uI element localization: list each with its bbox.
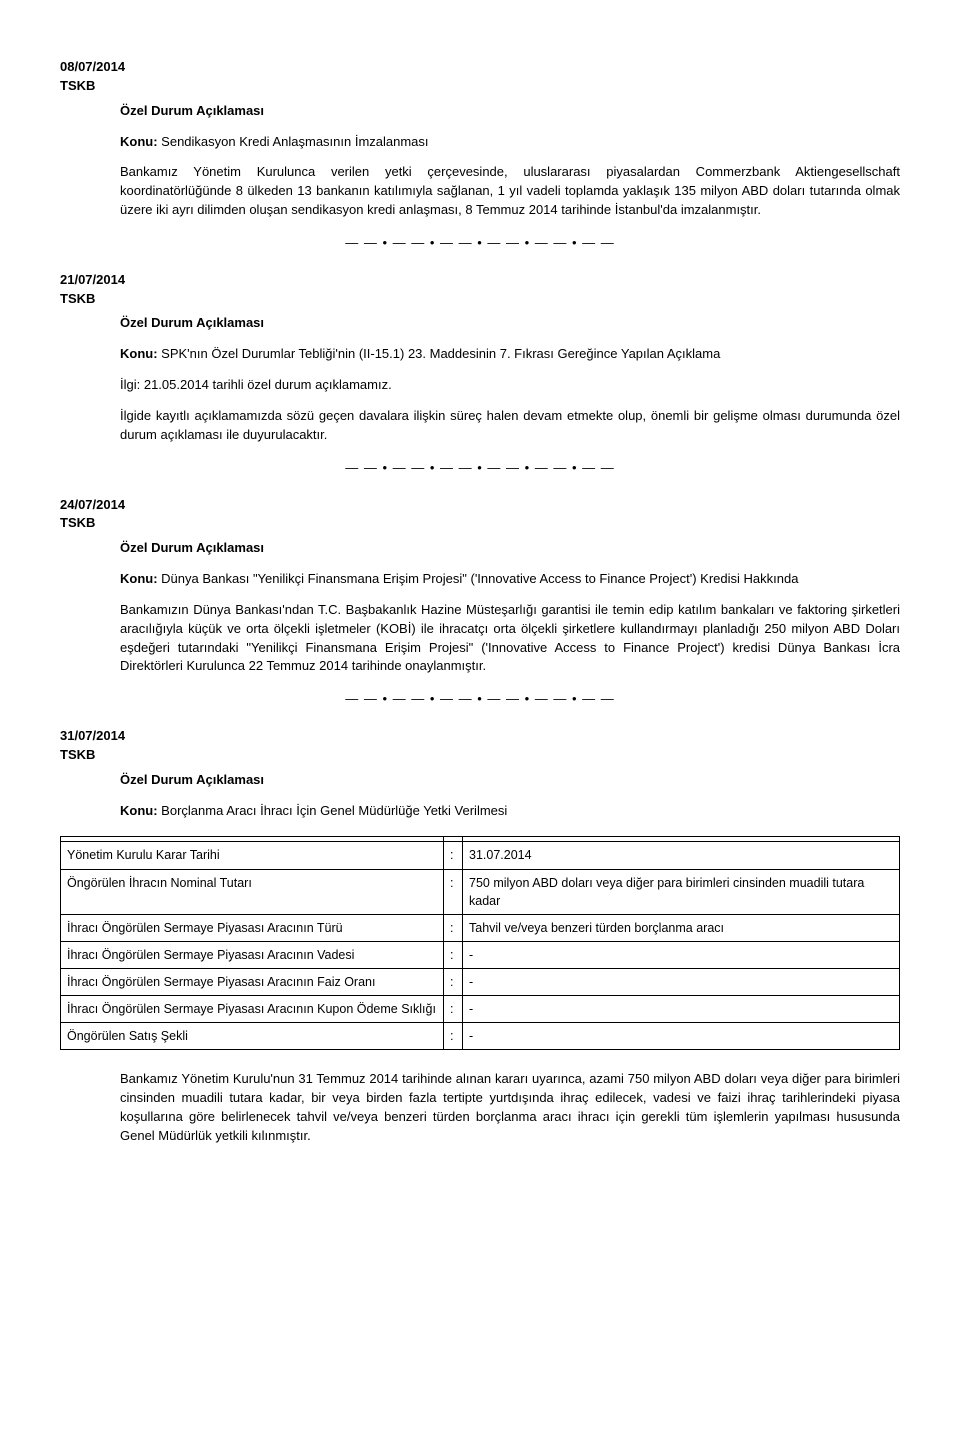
- entry-body: Bankamızın Dünya Bankası'ndan T.C. Başba…: [120, 601, 900, 676]
- table-value: Tahvil ve/veya benzeri türden borçlanma …: [463, 914, 900, 941]
- table-key: İhracı Öngörülen Sermaye Piyasası Aracın…: [61, 941, 444, 968]
- table-row: İhracı Öngörülen Sermaye Piyasası Aracın…: [61, 941, 900, 968]
- separator: — — • — — • — — • — — • — — • — —: [60, 690, 900, 709]
- table-colon: :: [444, 842, 463, 869]
- table-key: Öngörülen Satış Şekli: [61, 1023, 444, 1050]
- table-row: Öngörülen İhracın Nominal Tutarı : 750 m…: [61, 869, 900, 914]
- entry-date: 31/07/2014: [60, 727, 900, 746]
- entry-subject: Konu: Dünya Bankası "Yenilikçi Finansman…: [120, 570, 900, 589]
- subject-text: Dünya Bankası "Yenilikçi Finansmana Eriş…: [161, 571, 798, 586]
- table-colon: :: [444, 869, 463, 914]
- table-row: Yönetim Kurulu Karar Tarihi : 31.07.2014: [61, 842, 900, 869]
- entry-heading: Özel Durum Açıklaması: [120, 539, 900, 558]
- table-colon: :: [444, 1023, 463, 1050]
- table-value: 750 milyon ABD doları veya diğer para bi…: [463, 869, 900, 914]
- separator: — — • — — • — — • — — • — — • — —: [60, 234, 900, 253]
- entry-date: 08/07/2014: [60, 58, 900, 77]
- separator: — — • — — • — — • — — • — — • — —: [60, 459, 900, 478]
- subject-text: Sendikasyon Kredi Anlaşmasının İmzalanma…: [161, 134, 428, 149]
- footer-body: Bankamız Yönetim Kurulu'nun 31 Temmuz 20…: [120, 1070, 900, 1145]
- authorization-table: Yönetim Kurulu Karar Tarihi : 31.07.2014…: [60, 836, 900, 1050]
- table-value: -: [463, 969, 900, 996]
- table-key: İhracı Öngörülen Sermaye Piyasası Aracın…: [61, 969, 444, 996]
- table-colon: :: [444, 969, 463, 996]
- table-value: -: [463, 996, 900, 1023]
- subject-label: Konu:: [120, 346, 158, 361]
- entry-heading: Özel Durum Açıklaması: [120, 314, 900, 333]
- entry-code: TSKB: [60, 77, 900, 96]
- table-colon: :: [444, 941, 463, 968]
- entry-code: TSKB: [60, 514, 900, 533]
- subject-text: SPK'nın Özel Durumlar Tebliği'nin (II-15…: [161, 346, 720, 361]
- entry-date: 24/07/2014: [60, 496, 900, 515]
- subject-text: Borçlanma Aracı İhracı İçin Genel Müdürl…: [161, 803, 507, 818]
- table-key: İhracı Öngörülen Sermaye Piyasası Aracın…: [61, 996, 444, 1023]
- entry-body: Bankamız Yönetim Kurulunca verilen yetki…: [120, 163, 900, 220]
- entry-subject: Konu: SPK'nın Özel Durumlar Tebliği'nin …: [120, 345, 900, 364]
- table-key: Öngörülen İhracın Nominal Tutarı: [61, 869, 444, 914]
- entry-code: TSKB: [60, 746, 900, 765]
- table-value: -: [463, 941, 900, 968]
- entry-subject: Konu: Sendikasyon Kredi Anlaşmasının İmz…: [120, 133, 900, 152]
- entry-reference: İlgi: 21.05.2014 tarihli özel durum açık…: [120, 376, 900, 395]
- table-row: Öngörülen Satış Şekli : -: [61, 1023, 900, 1050]
- subject-label: Konu:: [120, 134, 158, 149]
- table-key: İhracı Öngörülen Sermaye Piyasası Aracın…: [61, 914, 444, 941]
- subject-label: Konu:: [120, 803, 158, 818]
- table-key: Yönetim Kurulu Karar Tarihi: [61, 842, 444, 869]
- table-row: İhracı Öngörülen Sermaye Piyasası Aracın…: [61, 914, 900, 941]
- entry-heading: Özel Durum Açıklaması: [120, 102, 900, 121]
- table-value: 31.07.2014: [463, 842, 900, 869]
- subject-label: Konu:: [120, 571, 158, 586]
- table-colon: :: [444, 996, 463, 1023]
- entry-date: 21/07/2014: [60, 271, 900, 290]
- entry-body: İlgide kayıtlı açıklamamızda sözü geçen …: [120, 407, 900, 445]
- table-row: İhracı Öngörülen Sermaye Piyasası Aracın…: [61, 996, 900, 1023]
- table-value: -: [463, 1023, 900, 1050]
- entry-subject: Konu: Borçlanma Aracı İhracı İçin Genel …: [120, 802, 900, 821]
- table-row: İhracı Öngörülen Sermaye Piyasası Aracın…: [61, 969, 900, 996]
- entry-heading: Özel Durum Açıklaması: [120, 771, 900, 790]
- entry-code: TSKB: [60, 290, 900, 309]
- table-colon: :: [444, 914, 463, 941]
